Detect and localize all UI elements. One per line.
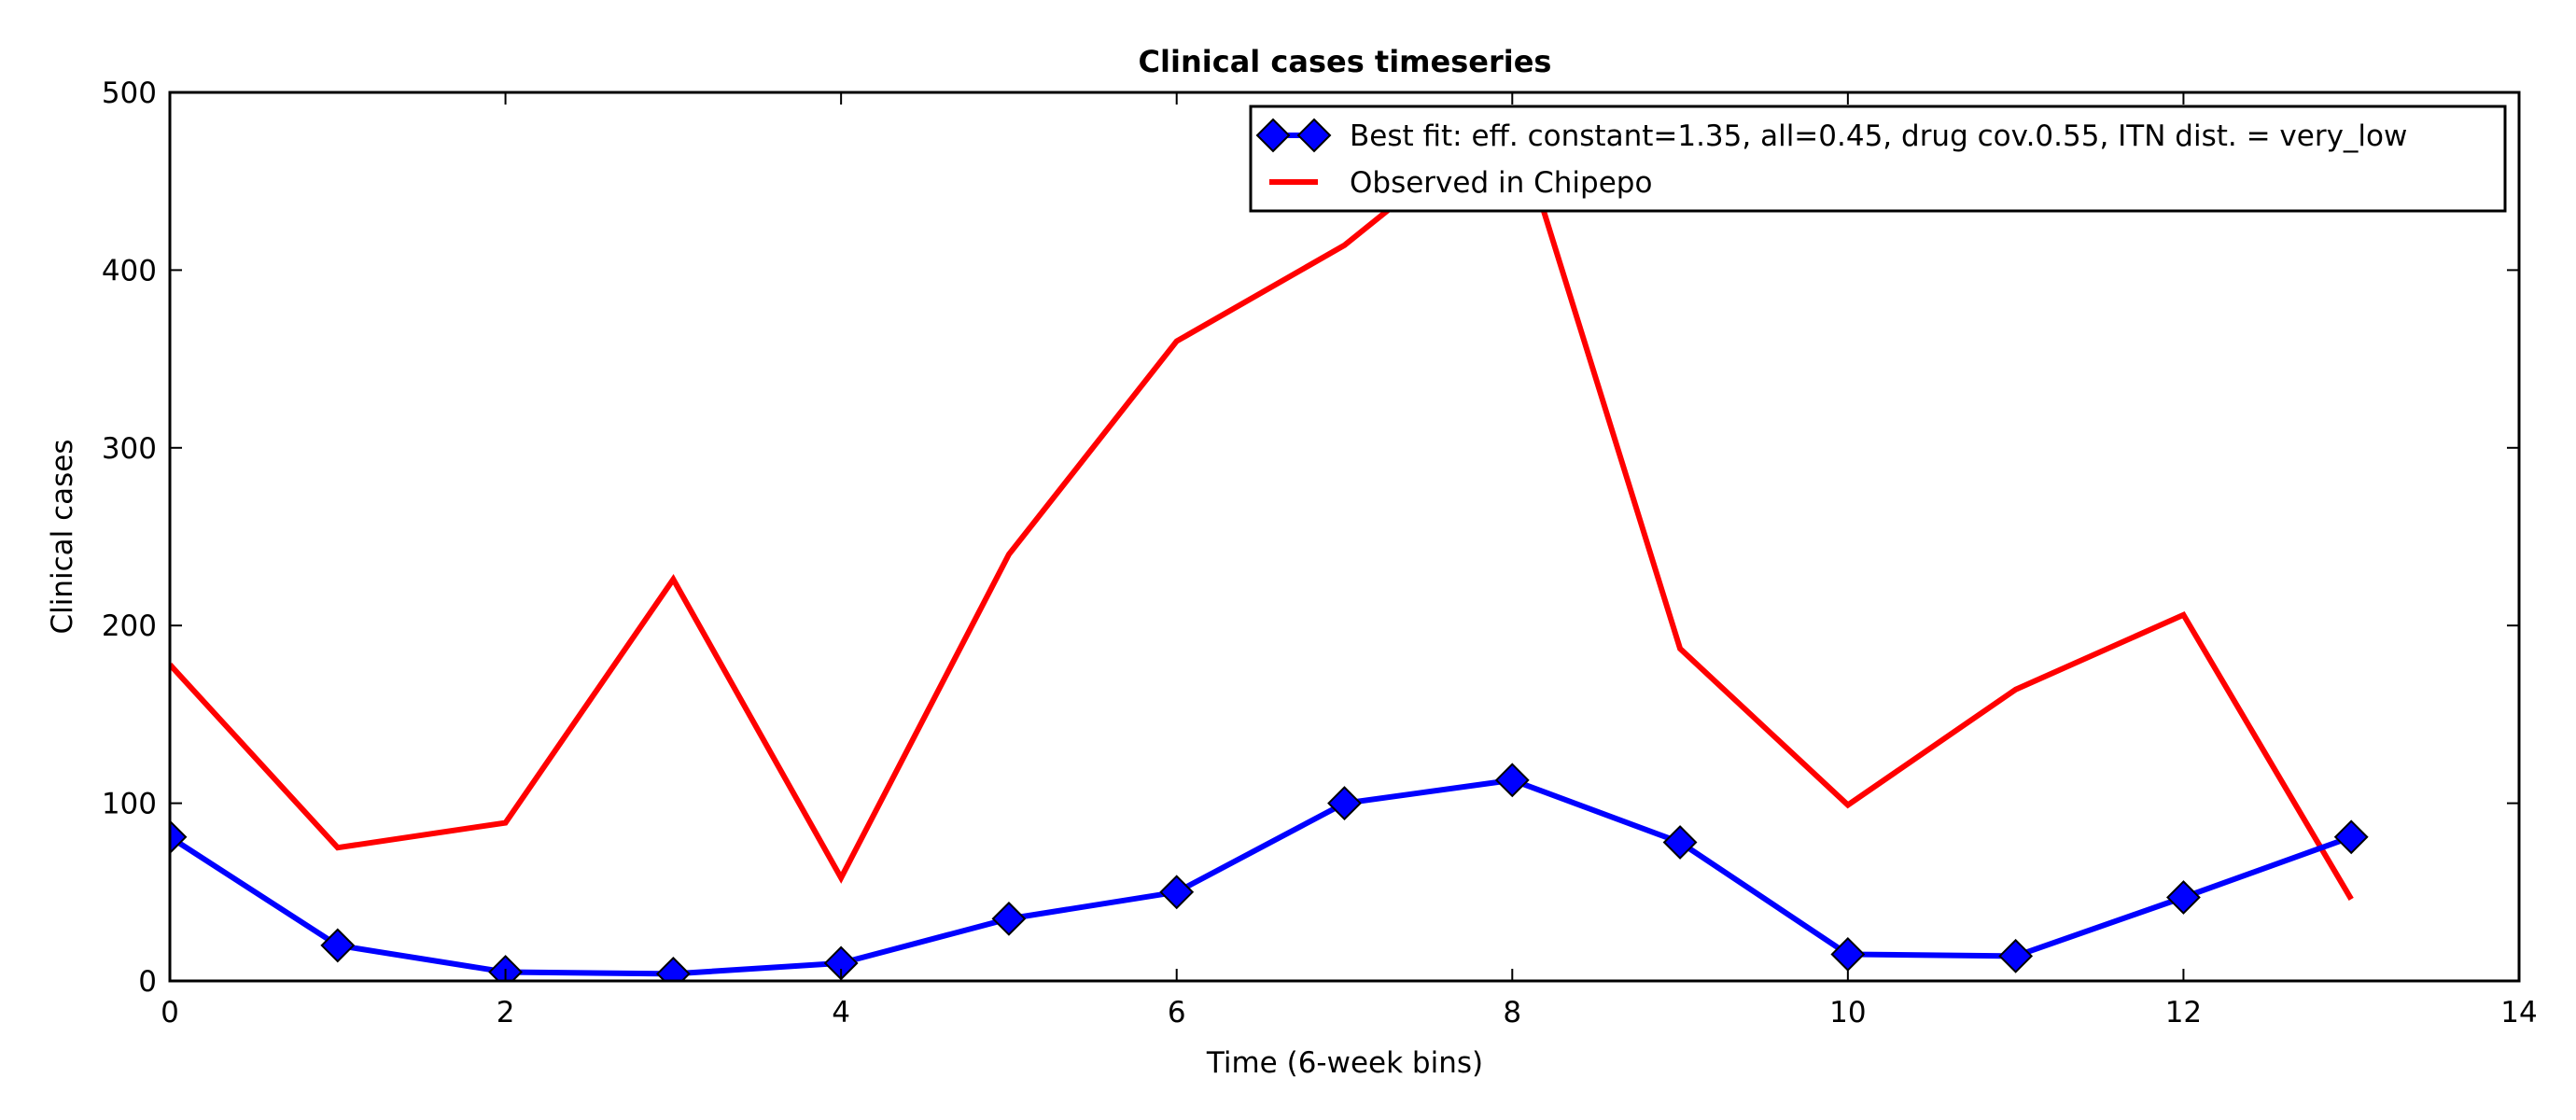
x-axis-label: Time (6-week bins)	[1206, 1046, 1483, 1080]
legend-label: Best fit: eff. constant=1.35, all=0.45, …	[1350, 119, 2407, 153]
x-tick-label: 2	[497, 996, 515, 1029]
data-point	[1327, 786, 1362, 821]
data-point	[655, 956, 691, 981]
data-point	[2166, 880, 2201, 915]
x-tick-label: 0	[161, 996, 179, 1029]
data-point	[170, 819, 188, 855]
data-point	[991, 901, 1027, 936]
y-tick-label: 400	[102, 254, 157, 287]
y-axis-label: Clinical cases	[46, 439, 79, 634]
chart-title: Clinical cases timeseries	[1139, 44, 1552, 79]
plot-frame	[168, 91, 2521, 983]
x-tick-label: 10	[1829, 996, 1866, 1029]
x-tick-label: 14	[2500, 996, 2537, 1029]
legend-marker	[1255, 118, 1291, 153]
data-point	[2333, 819, 2369, 855]
data-point	[1662, 825, 1698, 860]
x-tick-label: 6	[1168, 996, 1186, 1029]
series-line-1	[170, 105, 2354, 901]
x-tick-label: 4	[832, 996, 850, 1029]
y-tick-label: 300	[102, 432, 157, 466]
data-point	[1159, 875, 1195, 910]
legend: Best fit: eff. constant=1.35, all=0.45, …	[1249, 105, 2507, 213]
legend-label: Observed in Chipepo	[1350, 166, 1652, 200]
data-point	[1998, 938, 2034, 973]
y-tick-label: 0	[138, 965, 157, 999]
data-point	[320, 928, 356, 963]
data-point	[1494, 763, 1530, 798]
series-layer	[170, 105, 2369, 981]
data-point	[488, 955, 523, 981]
y-axis: 0 100 200 300 400 500	[102, 77, 2519, 999]
legend-box	[1249, 105, 2507, 213]
x-tick-label: 8	[1503, 996, 1521, 1029]
series-line-0	[170, 777, 2353, 977]
plot-area: 0 2 4 6 8 10 12 14 0 100 200 300 400 500	[102, 77, 2538, 1029]
legend-marker	[1296, 118, 1332, 153]
x-tick-label: 12	[2165, 996, 2202, 1029]
y-tick-label: 100	[102, 788, 157, 821]
y-tick-label: 200	[102, 609, 157, 643]
x-axis: 0 2 4 6 8 10 12 14	[161, 92, 2538, 1029]
y-tick-label: 500	[102, 77, 157, 110]
